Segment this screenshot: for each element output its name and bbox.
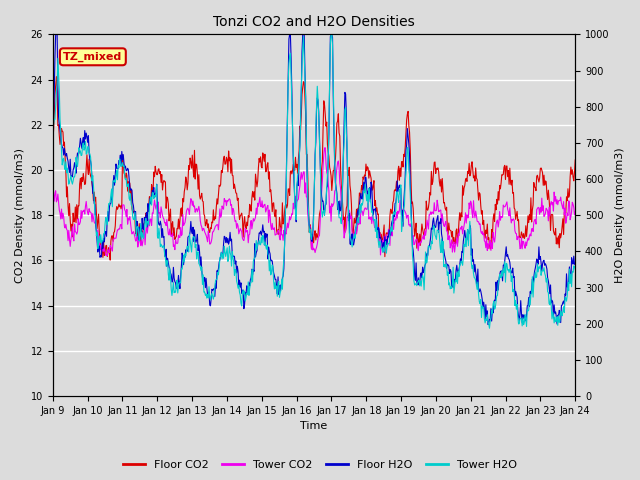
Text: TZ_mixed: TZ_mixed [63,52,122,62]
Legend: Floor CO2, Tower CO2, Floor H2O, Tower H2O: Floor CO2, Tower CO2, Floor H2O, Tower H… [118,456,522,474]
X-axis label: Time: Time [300,421,328,432]
Y-axis label: H2O Density (mmol/m3): H2O Density (mmol/m3) [615,147,625,283]
Y-axis label: CO2 Density (mmol/m3): CO2 Density (mmol/m3) [15,148,25,283]
Title: Tonzi CO2 and H2O Densities: Tonzi CO2 and H2O Densities [213,15,415,29]
